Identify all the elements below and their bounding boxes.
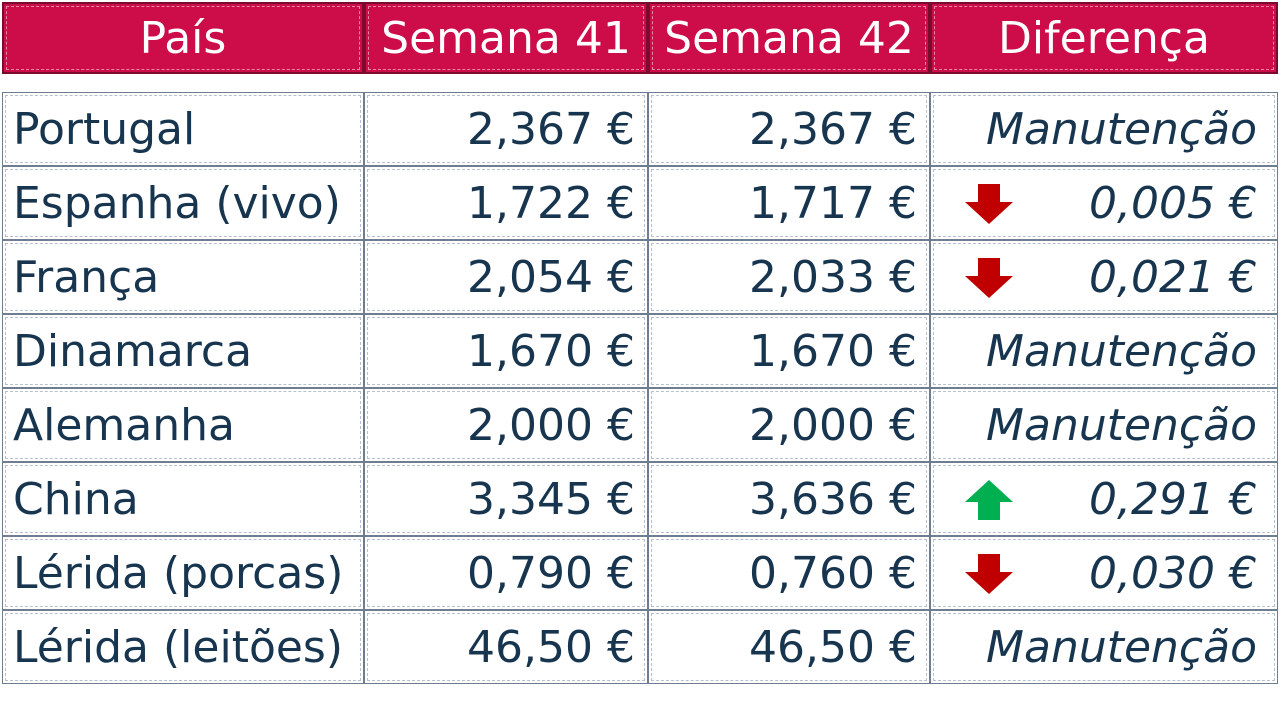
arrow-down-icon	[965, 258, 1013, 298]
table-row: Espanha (vivo) 1,722 €1,717 € 0,005 €	[2, 166, 1278, 240]
arrow-down-icon	[965, 554, 1013, 594]
country-cell: Lérida (porcas)	[2, 536, 364, 610]
semana-42-cell: 2,000 €	[648, 388, 930, 462]
country-cell: Alemanha	[2, 388, 364, 462]
semana-41-cell: 1,670 €	[364, 314, 648, 388]
semana-42-cell: 3,636 €	[648, 462, 930, 536]
semana-41-cell: 0,790 €	[364, 536, 648, 610]
header-semana-42: Semana 42	[648, 2, 930, 74]
diferenca-cell: 0,030 €	[930, 536, 1278, 610]
semana-41-cell: 2,367 €	[364, 92, 648, 166]
arrow-down-icon	[965, 184, 1013, 224]
diferenca-cell: Manutenção	[930, 388, 1278, 462]
diferenca-cell: 0,291 €	[930, 462, 1278, 536]
table-row: Alemanha 2,000 €2,000 € Manutenção	[2, 388, 1278, 462]
semana-42-cell: 1,717 €	[648, 166, 930, 240]
diferenca-value: 0,005 €	[1089, 177, 1257, 229]
semana-41-cell: 2,054 €	[364, 240, 648, 314]
diferenca-value: Manutenção	[986, 399, 1257, 451]
country-cell: França	[2, 240, 364, 314]
country-cell: Dinamarca	[2, 314, 364, 388]
header-diferenca: Diferença	[930, 2, 1278, 74]
country-cell: Portugal	[2, 92, 364, 166]
diferenca-cell: Manutenção	[930, 314, 1278, 388]
table-row: Portugal 2,367 €2,367 € Manutenção	[2, 92, 1278, 166]
diferenca-value: Manutenção	[986, 103, 1257, 155]
diferenca-value: Manutenção	[986, 621, 1257, 673]
table-header: País Semana 41 Semana 42 Diferença	[2, 2, 1278, 74]
diferenca-value: 0,021 €	[1089, 251, 1257, 303]
diferenca-value: Manutenção	[986, 325, 1257, 377]
semana-41-cell: 2,000 €	[364, 388, 648, 462]
table-row: China 3,345 €3,636 € 0,291 €	[2, 462, 1278, 536]
semana-41-cell: 46,50 €	[364, 610, 648, 684]
table-row: França 2,054 €2,033 € 0,021 €	[2, 240, 1278, 314]
country-cell: Lérida (leitões)	[2, 610, 364, 684]
semana-42-cell: 2,033 €	[648, 240, 930, 314]
diferenca-cell: Manutenção	[930, 92, 1278, 166]
diferenca-cell: 0,005 €	[930, 166, 1278, 240]
table-row: Lérida (leitões) 46,50 €46,50 € Manutenção	[2, 610, 1278, 684]
price-table: Portugal 2,367 €2,367 € Manutenção Espanha …	[2, 92, 1278, 684]
header-pais: País	[2, 2, 364, 74]
diferenca-value: 0,030 €	[1089, 547, 1257, 599]
diferenca-value: 0,291 €	[1089, 473, 1257, 525]
semana-42-cell: 46,50 €	[648, 610, 930, 684]
table-row: Dinamarca 1,670 €1,670 € Manutenção	[2, 314, 1278, 388]
country-cell: China	[2, 462, 364, 536]
semana-42-cell: 2,367 €	[648, 92, 930, 166]
table-row: Lérida (porcas) 0,790 €0,760 € 0,030 €	[2, 536, 1278, 610]
semana-41-cell: 1,722 €	[364, 166, 648, 240]
country-cell: Espanha (vivo)	[2, 166, 364, 240]
header-semana-41: Semana 41	[364, 2, 648, 74]
semana-42-cell: 1,670 €	[648, 314, 930, 388]
semana-41-cell: 3,345 €	[364, 462, 648, 536]
diferenca-cell: 0,021 €	[930, 240, 1278, 314]
arrow-up-icon	[965, 480, 1013, 520]
semana-42-cell: 0,760 €	[648, 536, 930, 610]
diferenca-cell: Manutenção	[930, 610, 1278, 684]
